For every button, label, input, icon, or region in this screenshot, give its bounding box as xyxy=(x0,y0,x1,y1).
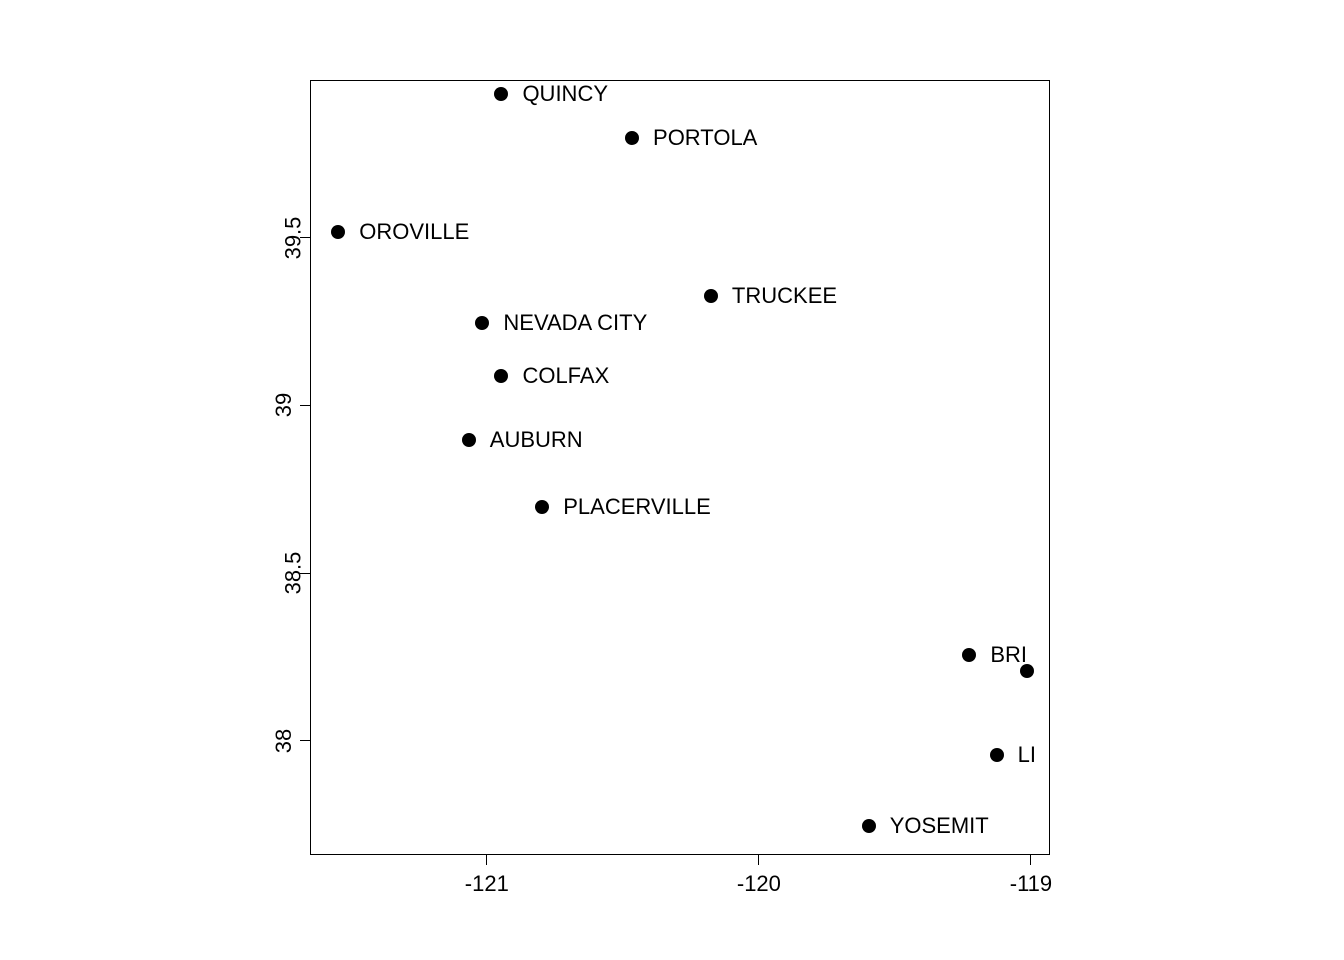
x-tick-label: -120 xyxy=(737,871,781,897)
data-point-label: COLFAX xyxy=(522,363,609,389)
x-tick xyxy=(758,855,759,865)
x-tick xyxy=(486,855,487,865)
scatter-plot: QUINCY PORTOLA OROVILLE TRUCKEE NEVADA CITY C… xyxy=(0,0,1344,960)
data-point-label: AUBURN xyxy=(490,427,583,453)
data-point-label: YOSEMIT xyxy=(890,813,989,839)
data-point-label: NEVADA CITY xyxy=(503,310,647,336)
y-tick-label: 39 xyxy=(271,393,297,417)
x-tick-label: -121 xyxy=(465,871,509,897)
data-point xyxy=(494,369,508,383)
data-point-label: QUINCY xyxy=(522,81,608,107)
data-point-label: PORTOLA xyxy=(653,125,757,151)
y-tick-label: 39.5 xyxy=(280,216,306,259)
data-point-label: TRUCKEE xyxy=(732,283,837,309)
plot-frame: QUINCY PORTOLA OROVILLE TRUCKEE NEVADA CITY C… xyxy=(310,80,1050,855)
y-tick xyxy=(300,405,310,406)
data-point xyxy=(462,433,476,447)
y-tick xyxy=(300,740,310,741)
data-point-label: BRI xyxy=(990,642,1027,668)
data-point-label: OROVILLE xyxy=(359,219,469,245)
x-tick xyxy=(1030,855,1031,865)
data-point-label: PLACERVILLE xyxy=(563,494,711,520)
data-point xyxy=(475,316,489,330)
data-point xyxy=(1020,664,1034,678)
y-tick-label: 38.5 xyxy=(280,552,306,595)
data-point xyxy=(535,500,549,514)
data-point xyxy=(625,131,639,145)
x-tick-label: -119 xyxy=(1010,871,1052,897)
data-point xyxy=(990,748,1004,762)
data-point xyxy=(331,225,345,239)
y-tick-label: 38 xyxy=(271,729,297,753)
data-point xyxy=(962,648,976,662)
data-point xyxy=(494,87,508,101)
data-point xyxy=(704,289,718,303)
data-point xyxy=(862,819,876,833)
data-point-label: LI xyxy=(1018,742,1036,768)
